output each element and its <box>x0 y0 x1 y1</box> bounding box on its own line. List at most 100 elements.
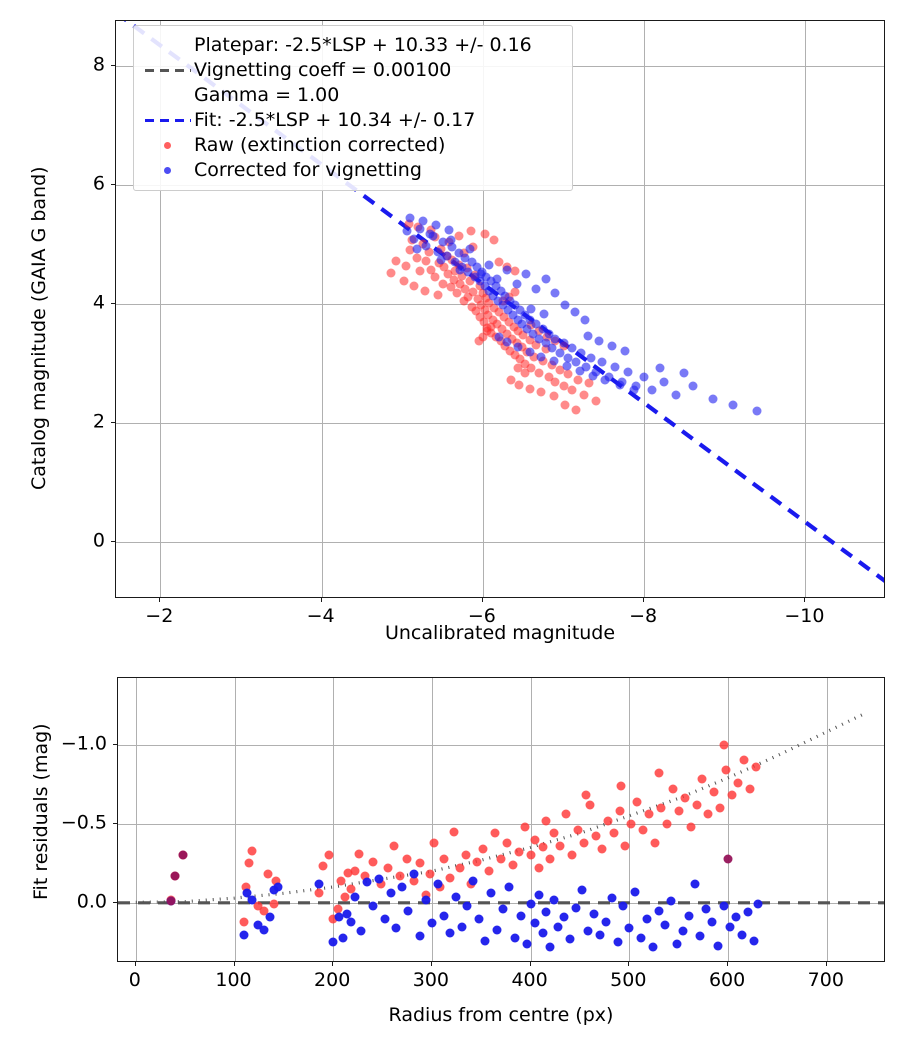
scatter-point <box>336 876 346 886</box>
scatter-point <box>516 911 526 920</box>
scatter-point <box>515 305 525 315</box>
scatter-point <box>538 842 547 852</box>
scatter-point <box>494 257 504 267</box>
y-axis-tick <box>113 743 117 745</box>
scatter-point <box>650 838 660 848</box>
scatter-point <box>545 854 555 863</box>
scatter-point <box>476 300 486 310</box>
scatter-point <box>427 918 437 928</box>
scatter-point <box>686 822 695 832</box>
scatter-point <box>541 338 551 348</box>
legend: Platepar: -2.5*LSP + 10.33 +/- 0.16 Vign… <box>133 25 573 191</box>
scatter-point <box>588 371 597 380</box>
scatter-point <box>457 922 466 932</box>
scatter-point <box>439 854 449 863</box>
gridline-vertical <box>234 678 236 961</box>
scatter-point <box>403 906 413 916</box>
scatter-point <box>494 307 504 317</box>
scatter-point <box>648 942 658 952</box>
bottom-x-axis-label: Radius from centre (px) <box>388 1004 614 1026</box>
scatter-point <box>671 390 681 400</box>
scatter-point <box>526 320 536 330</box>
x-axis-tick <box>159 598 161 602</box>
scatter-point <box>263 869 273 879</box>
line-overlay <box>118 711 884 905</box>
scatter-point <box>615 380 625 390</box>
scatter-point <box>678 926 688 936</box>
scatter-point <box>534 863 543 873</box>
scatter-point <box>549 828 559 838</box>
scatter-point <box>531 284 541 293</box>
y-axis-tick-label: 8 <box>92 53 105 76</box>
x-axis-tick <box>529 962 531 966</box>
scatter-point <box>328 914 338 924</box>
scatter-point <box>541 816 551 825</box>
scatter-point <box>465 276 475 286</box>
scatter-point <box>508 860 518 870</box>
x-axis-tick-label: 500 <box>610 969 647 991</box>
scatter-point <box>484 260 494 270</box>
scatter-point <box>520 822 530 832</box>
scatter-point <box>504 317 514 327</box>
scatter-point <box>431 220 441 230</box>
scatter-point <box>430 272 440 282</box>
scatter-point <box>259 906 269 916</box>
scatter-point <box>541 344 551 354</box>
scatter-point <box>536 352 546 361</box>
scatter-point <box>480 281 489 291</box>
scatter-point <box>620 841 630 851</box>
scatter-point <box>510 287 520 297</box>
scatter-point <box>639 372 649 382</box>
scatter-point <box>439 911 449 920</box>
scatter-point <box>490 828 500 838</box>
scatter-point <box>679 368 689 378</box>
scatter-point <box>445 928 455 938</box>
y-axis-tick <box>111 303 115 304</box>
gridline-horizontal <box>118 823 884 825</box>
scatter-point <box>492 319 502 329</box>
scatter-point <box>421 890 431 900</box>
scatter-point <box>483 310 493 320</box>
scatter-point <box>489 303 499 313</box>
legend-label-gamma: Gamma = 1.00 <box>194 84 340 106</box>
scatter-point <box>680 793 690 803</box>
scatter-point <box>624 923 634 933</box>
y-axis-tick <box>111 183 115 185</box>
scatter-point <box>346 884 356 894</box>
scatter-point <box>584 378 594 388</box>
scatter-point <box>541 274 551 284</box>
legend-entry-raw: Raw (extinction corrected) <box>142 133 562 158</box>
scatter-point <box>632 797 642 806</box>
scatter-point <box>515 354 525 364</box>
scatter-point <box>269 899 279 909</box>
scatter-point <box>166 896 176 906</box>
top-y-axis-label: Catalog magnitude (GAIA G band) <box>28 166 50 490</box>
scatter-point <box>609 828 618 838</box>
scatter-point <box>560 300 570 310</box>
x-axis-tick <box>481 598 483 602</box>
scatter-point <box>586 353 596 363</box>
scatter-point <box>597 844 607 854</box>
gridline-horizontal <box>118 902 884 904</box>
scatter-point <box>567 850 577 860</box>
scatter-point <box>259 925 269 935</box>
scatter-point <box>383 863 392 873</box>
scatter-point <box>503 305 513 315</box>
scatter-point <box>253 920 263 930</box>
scatter-point <box>399 276 409 286</box>
x-axis-tick <box>628 962 630 966</box>
legend-entry-fit: Fit: -2.5*LSP + 10.34 +/- 0.17 <box>142 108 562 133</box>
scatter-point <box>737 930 747 939</box>
scatter-point <box>570 307 580 317</box>
scatter-point <box>465 244 475 254</box>
scatter-point <box>522 939 532 949</box>
scatter-point <box>567 385 576 395</box>
scatter-point <box>514 847 524 857</box>
scatter-point <box>510 266 520 276</box>
scatter-point <box>314 888 324 898</box>
scatter-point <box>751 762 761 772</box>
scatter-point <box>656 803 666 813</box>
scatter-point <box>626 819 636 829</box>
scatter-point <box>550 377 560 386</box>
scatter-point <box>644 809 654 819</box>
